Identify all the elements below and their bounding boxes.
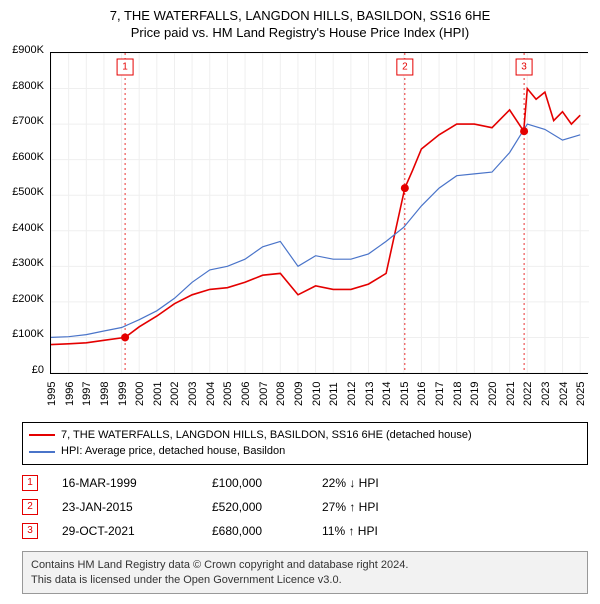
y-tick-label: £700K [12,115,44,127]
event-row: 2 23-JAN-2015£520,00027% ↑ HPI [22,495,588,519]
x-tick-label: 2023 [540,381,552,405]
x-tick-label: 2009 [293,381,305,405]
x-tick-label: 2018 [452,381,464,405]
x-tick-label: 2005 [222,381,234,405]
x-tick-label: 2002 [169,381,181,405]
x-tick-label: 2016 [416,381,428,405]
x-tick-label: 2019 [469,381,481,405]
plot-bg [51,53,589,373]
chart-container: 7, THE WATERFALLS, LANGDON HILLS, BASILD… [0,0,600,594]
x-tick-label: 2008 [275,381,287,405]
chart-plot-area: 1 2 3 [50,52,588,374]
event-price: £680,000 [212,524,322,538]
y-axis-labels: £0£100K£200K£300K£400K£500K£600K£700K£80… [0,50,48,370]
legend-row: 7, THE WATERFALLS, LANGDON HILLS, BASILD… [29,427,581,444]
y-tick-label: £500K [12,186,44,198]
x-tick-label: 1998 [99,381,111,405]
x-tick-label: 2006 [240,381,252,405]
title-block: 7, THE WATERFALLS, LANGDON HILLS, BASILD… [0,0,600,42]
x-tick-label: 2003 [187,381,199,405]
x-tick-label: 2000 [134,381,146,405]
event-badge: 2 [22,499,38,515]
y-tick-label: £200K [12,293,44,305]
x-tick-label: 2010 [311,381,323,405]
x-tick-label: 2017 [434,381,446,405]
attribution-line1: Contains HM Land Registry data © Crown c… [31,558,579,573]
event-row: 1 16-MAR-1999£100,00022% ↓ HPI [22,471,588,495]
legend-row: HPI: Average price, detached house, Basi… [29,443,581,460]
x-tick-label: 2011 [328,382,340,406]
x-tick-label: 2001 [152,381,164,405]
event-price: £520,000 [212,500,322,514]
attribution-line2: This data is licensed under the Open Gov… [31,573,579,588]
event-date: 16-MAR-1999 [62,476,212,490]
x-tick-label: 2022 [522,381,534,405]
event-delta: 22% ↓ HPI [322,476,462,490]
event-delta: 27% ↑ HPI [322,500,462,514]
legend: 7, THE WATERFALLS, LANGDON HILLS, BASILD… [22,422,588,465]
x-tick-label: 2024 [558,381,570,405]
event-row: 3 29-OCT-2021£680,00011% ↑ HPI [22,519,588,543]
event-flag-num: 3 [521,61,527,72]
x-tick-label: 2020 [487,381,499,405]
x-tick-label: 2004 [205,381,217,405]
event-date: 23-JAN-2015 [62,500,212,514]
y-tick-label: £900K [12,44,44,56]
title-line1: 7, THE WATERFALLS, LANGDON HILLS, BASILD… [0,8,600,25]
event-dot [520,127,528,135]
event-delta: 11% ↑ HPI [322,524,462,538]
legend-label: HPI: Average price, detached house, Basi… [61,443,285,460]
event-dot [121,333,129,341]
chart-svg: 1 2 3 [51,53,589,373]
event-flag-num: 2 [402,61,408,72]
x-axis-labels: 1995199619971998199920002001200220032004… [50,374,588,414]
y-tick-label: £100K [12,328,44,340]
event-flag-num: 1 [122,61,128,72]
legend-label: 7, THE WATERFALLS, LANGDON HILLS, BASILD… [61,427,472,444]
event-price: £100,000 [212,476,322,490]
events-table: 1 16-MAR-1999£100,00022% ↓ HPI 2 23-JAN-201… [22,471,588,543]
title-line2: Price paid vs. HM Land Registry's House … [0,25,600,42]
event-badge: 1 [22,475,38,491]
x-tick-label: 1996 [64,381,76,405]
attribution-box: Contains HM Land Registry data © Crown c… [22,551,588,595]
x-tick-label: 2025 [575,381,587,405]
y-tick-label: £0 [32,364,44,376]
y-tick-label: £300K [12,257,44,269]
x-tick-label: 2007 [258,381,270,405]
x-tick-label: 1999 [117,381,129,405]
x-tick-label: 2013 [364,381,376,405]
y-tick-label: £600K [12,151,44,163]
legend-swatch [29,451,55,453]
event-date: 29-OCT-2021 [62,524,212,538]
event-badge: 3 [22,523,38,539]
x-tick-label: 2012 [346,381,358,405]
x-tick-label: 1995 [46,381,58,405]
event-dot [401,184,409,192]
y-tick-label: £400K [12,222,44,234]
x-tick-label: 2014 [381,381,393,405]
x-tick-label: 1997 [81,381,93,405]
x-tick-label: 2015 [399,381,411,405]
y-tick-label: £800K [12,80,44,92]
x-tick-label: 2021 [505,381,517,405]
legend-swatch [29,434,55,436]
